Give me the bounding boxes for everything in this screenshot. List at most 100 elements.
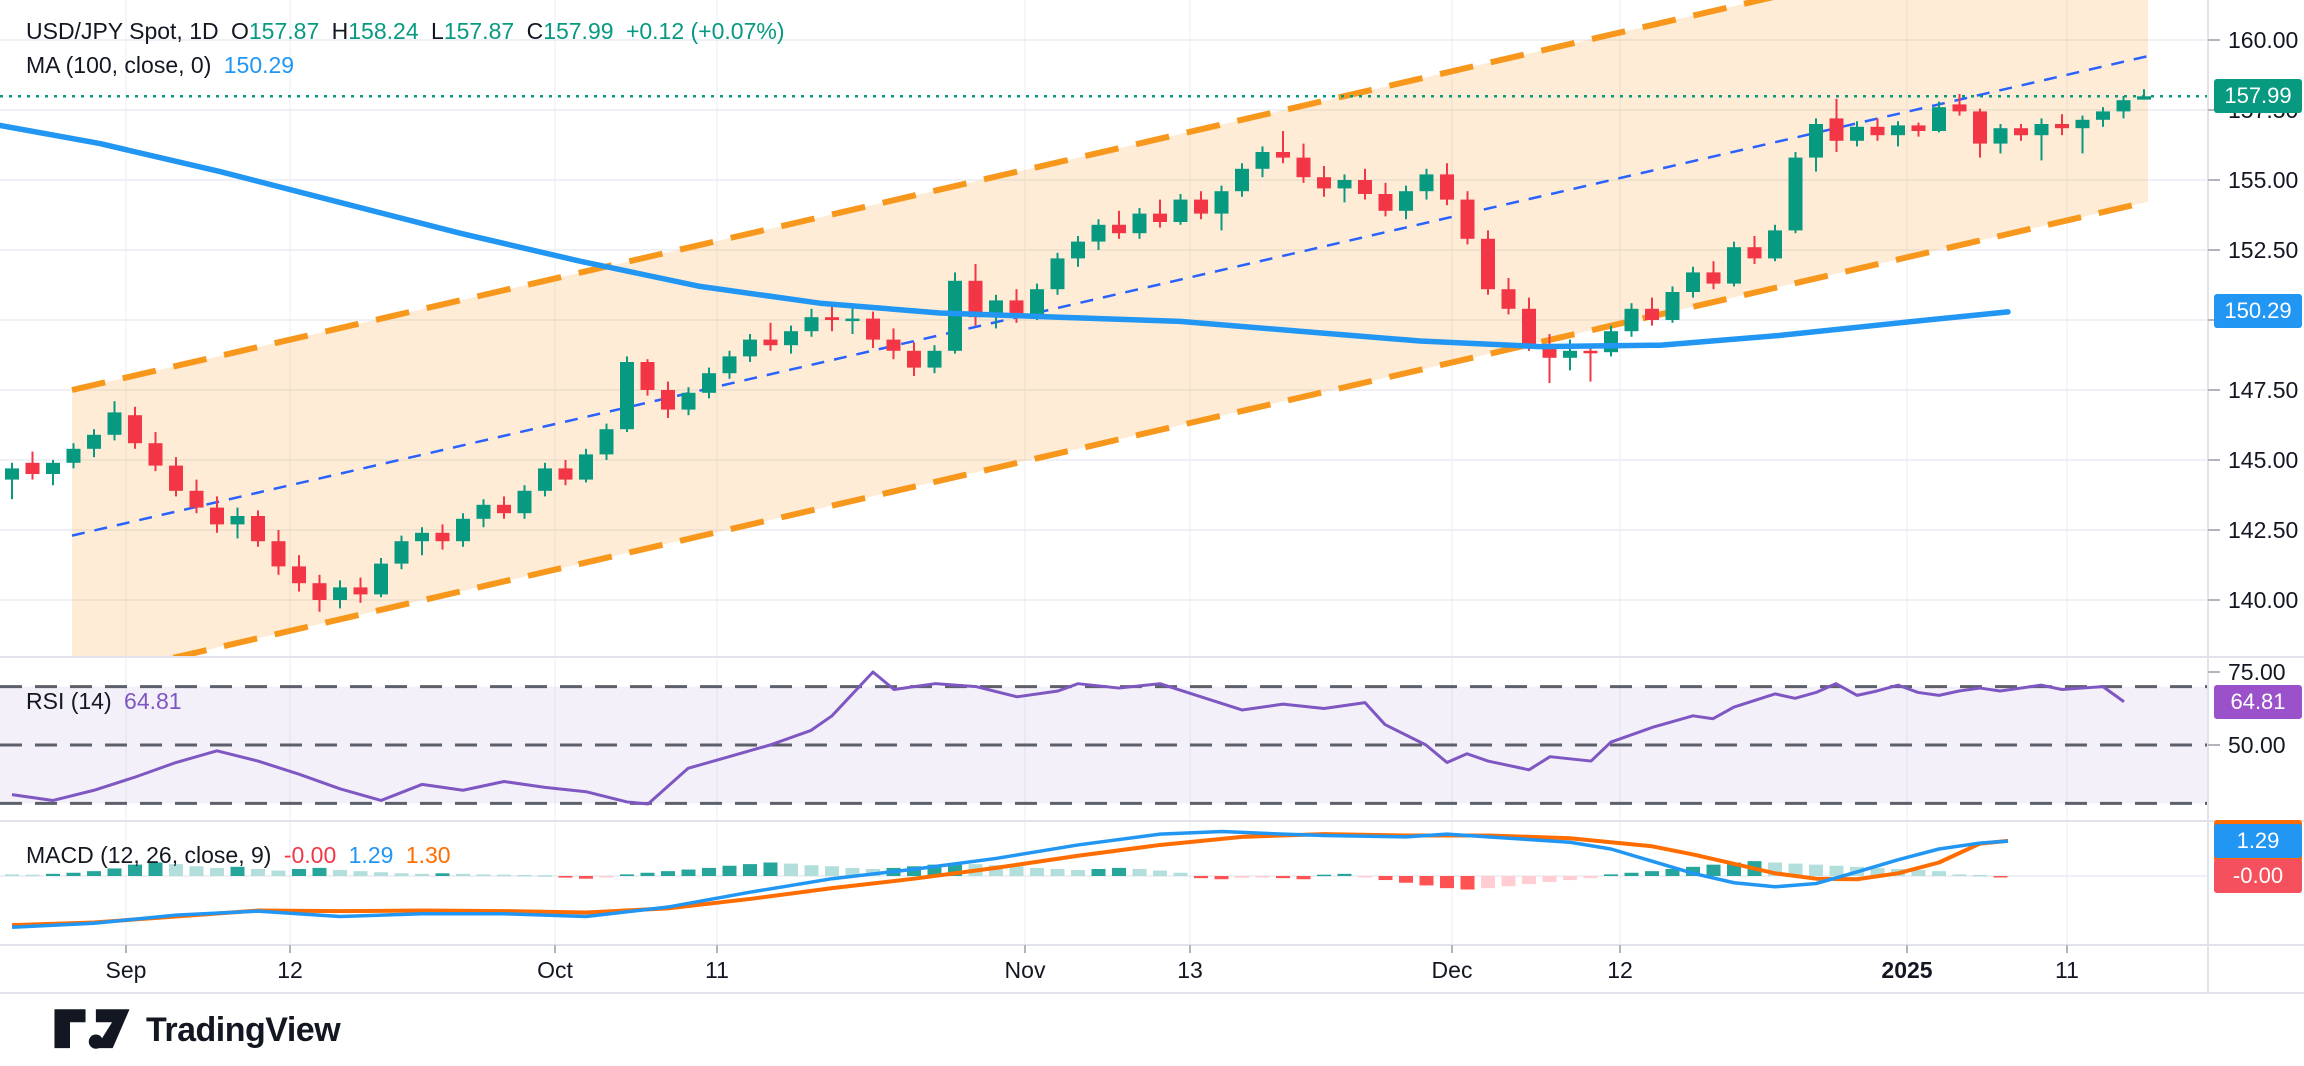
gridlines — [0, 0, 2208, 945]
candle-body — [5, 468, 19, 480]
macd-histogram-bar — [1235, 876, 1249, 878]
candle-body — [1501, 289, 1516, 309]
macd-histogram-bar — [1932, 871, 1946, 876]
candle-body — [1481, 238, 1495, 290]
macd-histogram-bar — [1911, 870, 1926, 876]
ma-value-badge: 150.29 — [2214, 294, 2302, 328]
candle-body — [1686, 272, 1700, 292]
low-value: 157.87 — [443, 18, 515, 44]
candle-body — [927, 350, 942, 368]
tradingview-logo[interactable]: TradingView — [50, 1008, 341, 1052]
candle-body — [1788, 157, 1803, 231]
candle-body — [579, 454, 593, 480]
candle-body — [722, 356, 737, 374]
macd-hist-value: -0.00 — [283, 842, 337, 868]
macd-histogram-bar — [1071, 870, 1085, 876]
change-value: +0.12 (+0.07%) — [625, 18, 785, 44]
price-axis-label: 145.00 — [2228, 447, 2298, 473]
candle-body — [1768, 230, 1782, 259]
pane-separators — [0, 0, 2304, 994]
candle-body — [1809, 124, 1823, 158]
time-axis-label: 13 — [1177, 957, 1203, 983]
candle-body — [415, 532, 429, 542]
macd-histogram-bar — [1665, 868, 1680, 876]
macd-histogram-bar — [1296, 876, 1311, 880]
macd-histogram-bar — [1583, 876, 1598, 879]
time-axis-label: 2025 — [1881, 957, 1932, 983]
candle-body — [2034, 124, 2049, 136]
macd-legend[interactable]: MACD (12, 26, close, 9) -0.00 1.29 1.30 — [26, 842, 457, 869]
time-axis-label: Dec — [1432, 957, 1473, 983]
time-axis-label: 12 — [1607, 957, 1633, 983]
candle-body — [1009, 300, 1024, 315]
candle-body — [640, 362, 655, 390]
candle-body — [1132, 213, 1147, 234]
macd-histogram-bar — [271, 870, 286, 876]
macd-signal-value: 1.30 — [405, 842, 451, 868]
macd-histogram-bar — [476, 874, 491, 876]
macd-histogram-bar — [87, 871, 101, 876]
candle-body — [1727, 247, 1741, 284]
macd-histogram-bar — [1522, 876, 1536, 885]
macd-histogram-bar — [1358, 876, 1372, 878]
macd-histogram-bar — [148, 862, 163, 876]
candle-body — [333, 587, 347, 600]
price-axis-label: 140.00 — [2228, 587, 2298, 613]
tradingview-brand-text: TradingView — [146, 1010, 341, 1049]
candle-body — [1173, 199, 1188, 222]
candle-body — [374, 563, 388, 595]
macd-histogram-bar — [210, 867, 224, 876]
macd-histogram-bar — [517, 874, 532, 877]
candle-body — [1276, 152, 1290, 158]
candle-body — [558, 468, 573, 480]
tradingview-logo-icon — [54, 1009, 130, 1049]
price-axis-label: 147.50 — [2228, 377, 2298, 403]
candle-body — [1973, 111, 1987, 144]
candle-body — [2137, 96, 2151, 100]
trend-channel[interactable] — [71, 0, 2149, 681]
time-axis-labels: Sep 12 Oct 11 Nov 13 Dec 12 2025 11 — [106, 945, 2079, 983]
macd-histogram-bar — [1091, 868, 1106, 876]
candle-body — [169, 465, 183, 491]
macd-histogram-bar — [722, 865, 737, 876]
macd-histogram-bar — [333, 870, 347, 876]
candlestick-series — [5, 89, 2151, 612]
time-axis-label: 12 — [277, 957, 303, 983]
candle-body — [1358, 180, 1372, 194]
macd-label: MACD (12, 26, close, 9) — [26, 842, 272, 868]
candle-body — [2096, 111, 2110, 120]
candle-body — [1440, 174, 1454, 200]
macd-histogram-bar — [804, 865, 819, 876]
candle-body — [907, 350, 921, 368]
candle-body — [1460, 199, 1475, 239]
candle-body — [1091, 224, 1106, 242]
macd-histogram-bar — [66, 872, 81, 876]
time-axis[interactable] — [0, 945, 2208, 993]
rsi-legend[interactable]: RSI (14) 64.81 — [26, 688, 188, 715]
macd-histogram-bar — [1604, 874, 1618, 876]
macd-histogram-bar — [1501, 876, 1516, 887]
macd-histogram-bar — [702, 867, 716, 876]
channel-fill — [72, 0, 2148, 657]
candle-body — [1747, 247, 1762, 259]
macd-histogram-bar — [599, 876, 614, 878]
macd-histogram-bar — [394, 873, 409, 876]
symbol-legend[interactable]: USD/JPY Spot, 1D O157.87 H158.24 L157.87… — [26, 18, 791, 45]
macd-histogram-bar — [497, 874, 511, 877]
macd-histogram-bar — [169, 864, 183, 876]
macd-line-value: 1.29 — [348, 842, 394, 868]
ma-legend[interactable]: MA (100, close, 0) 150.29 — [26, 52, 300, 79]
ma-line — [0, 122, 2011, 350]
symbol-title: USD/JPY Spot, 1D — [26, 18, 219, 44]
candle-body — [1050, 258, 1065, 290]
price-axis-label: 160.00 — [2228, 27, 2298, 53]
time-axis-label: Oct — [537, 957, 573, 983]
candle-body — [1624, 308, 1639, 332]
rsi-pane — [0, 670, 2208, 806]
macd-histogram-bar — [107, 868, 122, 876]
candle-body — [1911, 125, 1926, 131]
macd-histogram-bar — [1706, 864, 1721, 876]
macd-histogram-bar — [456, 873, 470, 876]
macd-histogram-bar — [1337, 873, 1352, 876]
